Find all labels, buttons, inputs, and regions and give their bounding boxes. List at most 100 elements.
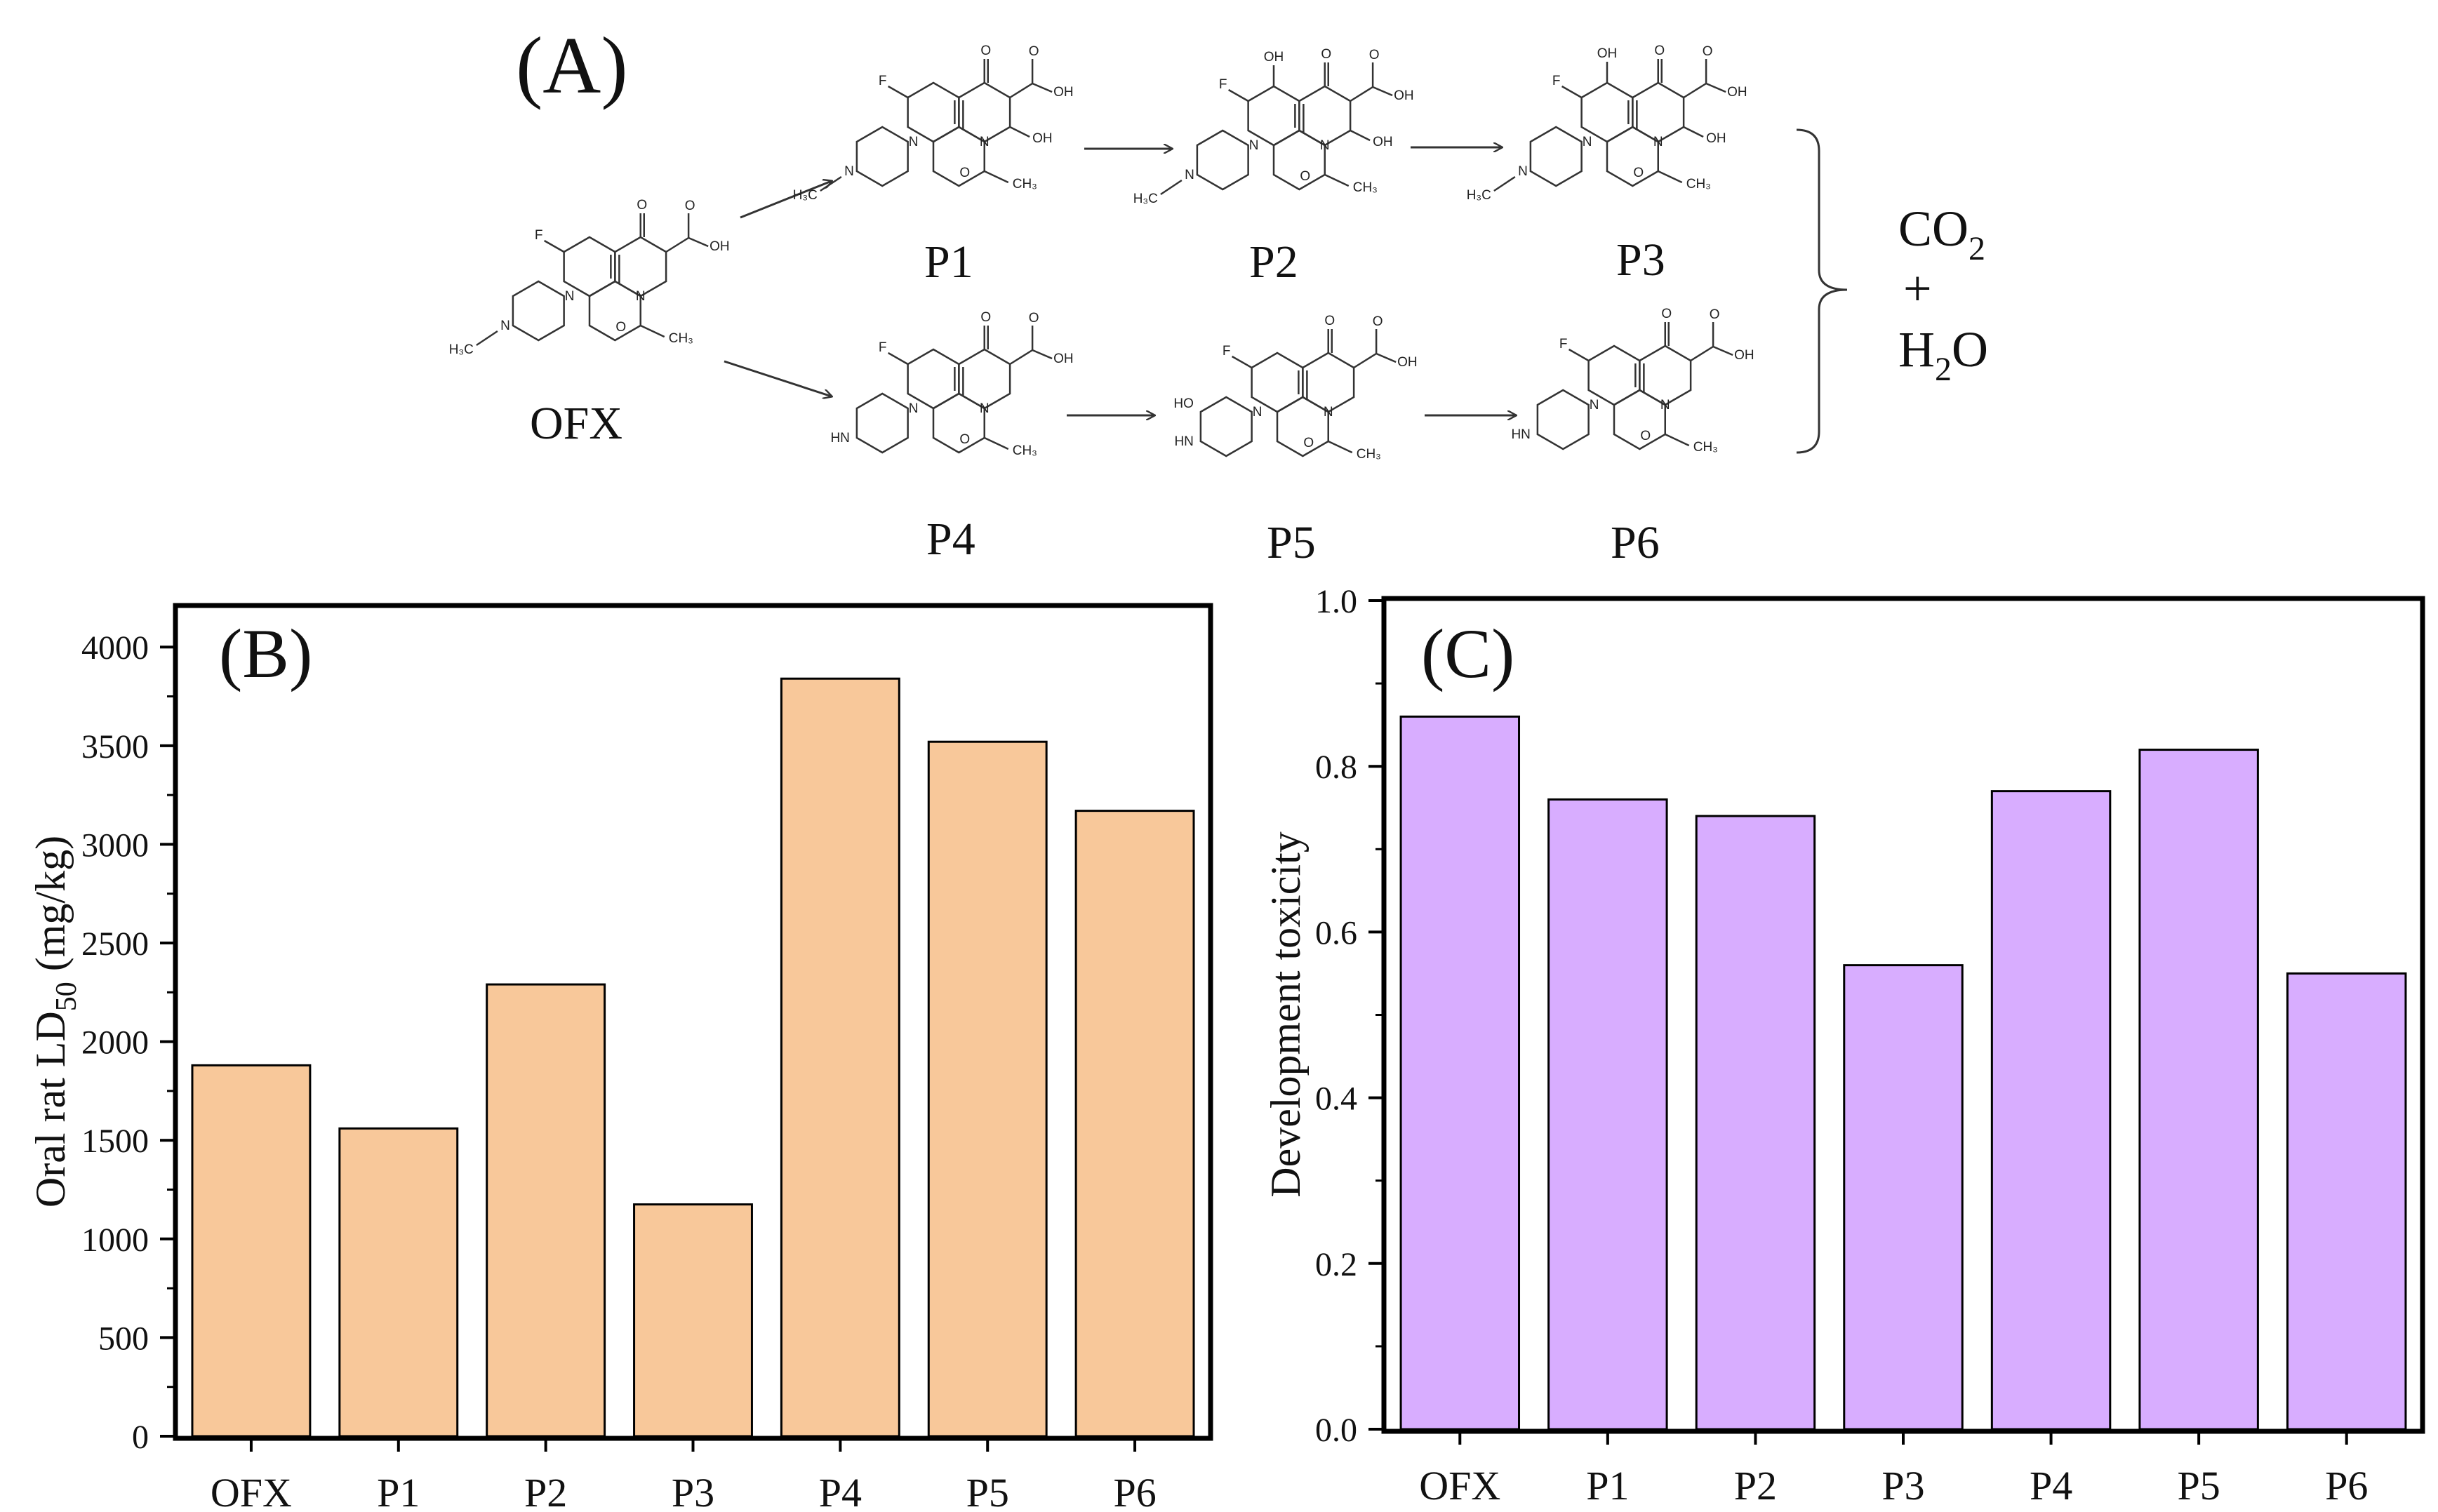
atom-label: O (1633, 166, 1644, 180)
oxazine-ring (932, 126, 985, 187)
chart-b-xtick-label: P5 (966, 1470, 1009, 1512)
atom-label: O (615, 320, 626, 335)
chart-c-bars (1399, 715, 2407, 1431)
panel-a-label: (A) (516, 21, 628, 110)
chart-c-xtick-label: P5 (2178, 1463, 2220, 1508)
atom-label: N (980, 135, 990, 149)
bond (1232, 355, 1253, 369)
chart-c-bar-ofx (1399, 715, 1521, 1431)
chart-c-ytick-label: 0.4 (1315, 1081, 1357, 1118)
panel-c-label: (C) (1421, 615, 1514, 693)
molecule-p5: O O OH N F O CH₃ N HN HO (1173, 314, 1417, 462)
atom-label: HN (1174, 434, 1193, 449)
benzene-ring (1580, 81, 1634, 143)
chart-c-ytick-label: 1.0 (1315, 583, 1357, 620)
bond (1032, 82, 1053, 93)
chart-b-xtick-label: P3 (672, 1470, 714, 1512)
atom-label: N (1253, 405, 1263, 420)
chart-b-bars (191, 677, 1195, 1438)
panel-c-chart: (C) 0.0 0.2 0.4 0.6 0.8 1.0 OFX P1 P2 P3 P4 P5 P6 D… (1263, 583, 2425, 1508)
label-p6: P6 (1611, 517, 1660, 568)
atom-label: N (909, 135, 919, 149)
chart-c-xtick-label: P4 (2030, 1463, 2072, 1508)
bond (1324, 173, 1350, 187)
plus-sign: + (1903, 260, 1932, 316)
bond (820, 175, 842, 192)
chart-c-bar-p6 (2286, 972, 2407, 1431)
bond (1561, 85, 1583, 99)
chart-c-bar-p5 (2138, 749, 2259, 1431)
chart-b-ytick-label: 3500 (81, 728, 149, 765)
atom-label: N (1324, 405, 1333, 420)
atom-label: O (959, 166, 970, 180)
benzene-ring (563, 236, 616, 297)
atom-label: O (1373, 314, 1383, 329)
bond (1683, 126, 1704, 138)
atom-label: N (844, 164, 854, 179)
bond (1328, 440, 1353, 454)
chart-b-ylabel: Oral rat LD50 (mg/kg) (27, 836, 83, 1207)
atom-label: F (535, 228, 543, 243)
bond (888, 352, 909, 366)
molecule-p4: O O OH N F O CH₃ N HN (830, 310, 1073, 458)
bond (1350, 129, 1371, 142)
bond (888, 85, 909, 99)
atom-label: H₃C (1133, 192, 1158, 206)
bond (1665, 433, 1690, 447)
bond (1372, 86, 1393, 97)
bond (1712, 345, 1733, 356)
atom-label: H₃C (449, 342, 474, 357)
bond (544, 239, 565, 253)
atom-label: N (1653, 135, 1663, 149)
chart-b-bar-p3 (633, 1203, 753, 1438)
atom-label: N (565, 289, 575, 304)
products-brace (1796, 128, 1848, 454)
atom-label: HN (830, 431, 849, 446)
benzene-ring (907, 81, 960, 143)
atom-label: OH (1397, 355, 1418, 370)
pyridone-ring (958, 348, 1011, 410)
atom-label: OH (1053, 85, 1074, 100)
atom-label: O (980, 44, 991, 58)
bond (984, 170, 1009, 184)
bond (640, 324, 665, 338)
atom-label: N (909, 401, 919, 416)
piperazine-ring (855, 392, 909, 454)
piperazine-ring (1529, 126, 1583, 187)
chart-b-xtick-label: OFX (211, 1470, 292, 1512)
atom-label: O (980, 310, 991, 325)
chart-b-x-axis: OFX P1 P2 P3 P4 P5 P6 (211, 1438, 1157, 1512)
atom-label: O (1661, 307, 1672, 321)
pyridone-ring (958, 81, 1011, 143)
oxazine-ring (1272, 129, 1326, 191)
label-ofx: OFX (530, 398, 622, 449)
chart-c-xtick-label: P2 (1734, 1463, 1777, 1508)
piperazine-ring (1199, 396, 1253, 457)
chart-b-xtick-label: P1 (377, 1470, 420, 1512)
atom-label: O (1029, 44, 1039, 59)
atom-label: OH (1373, 135, 1393, 149)
chart-b-ytick-label: 2000 (81, 1024, 149, 1062)
atom-label: O (1303, 436, 1314, 450)
oxazine-ring (1613, 389, 1666, 450)
atom-label: N (1185, 168, 1194, 182)
atom-label: CH₃ (1693, 440, 1718, 455)
atom-label: OH (1706, 131, 1726, 146)
bond (1353, 352, 1377, 369)
chart-b-ytick-label: 500 (98, 1320, 149, 1357)
chart-c-ytick-label: 0.2 (1315, 1246, 1357, 1283)
chart-b-ytick-label: 1000 (81, 1222, 149, 1259)
piperazine-ring (1196, 129, 1249, 191)
atom-label: CH₃ (1013, 443, 1037, 458)
chart-b-xtick-label: P4 (819, 1470, 862, 1512)
atom-label: F (879, 340, 887, 355)
bond (1009, 126, 1030, 138)
chart-b-bar-p1 (338, 1127, 459, 1438)
pyridone-ring (1632, 81, 1685, 143)
atom-label: N (636, 289, 646, 304)
final-products: CO2 + H2O (1898, 201, 1988, 388)
chart-b-bar-p5 (927, 740, 1048, 1438)
atom-label: OH (1734, 348, 1754, 363)
bond (1350, 86, 1373, 102)
